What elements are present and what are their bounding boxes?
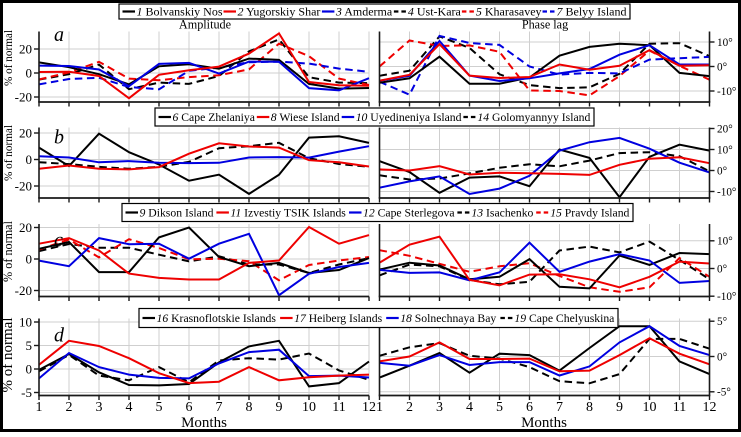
svg-text:0°: 0° xyxy=(717,263,727,275)
svg-text:2 Yugorskiy Shar: 2 Yugorskiy Shar xyxy=(238,5,321,19)
svg-text:6: 6 xyxy=(186,400,193,415)
svg-text:1 Bolvanskiy Nos: 1 Bolvanskiy Nos xyxy=(137,5,223,19)
svg-text:6: 6 xyxy=(526,400,533,415)
svg-text:19 Cape Chelyuskina: 19 Cape Chelyuskina xyxy=(514,312,615,325)
svg-text:9: 9 xyxy=(616,400,623,415)
svg-text:d: d xyxy=(54,325,65,347)
svg-text:2: 2 xyxy=(406,400,413,415)
svg-text:% of normal: % of normal xyxy=(1,220,15,282)
svg-text:8 Wiese Island: 8 Wiese Island xyxy=(271,111,340,124)
svg-text:-10°: -10° xyxy=(717,86,736,98)
svg-text:6 Cape Zhelaniya: 6 Cape Zhelaniya xyxy=(173,111,256,124)
svg-text:11 Izvestiy TSIK Islands: 11 Izvestiy TSIK Islands xyxy=(230,207,346,220)
svg-text:1: 1 xyxy=(376,400,383,415)
svg-text:5: 5 xyxy=(156,400,163,415)
svg-text:10: 10 xyxy=(302,400,316,415)
svg-text:5°: 5° xyxy=(717,316,727,328)
svg-text:-20: -20 xyxy=(15,283,32,298)
svg-text:-5: -5 xyxy=(21,385,32,400)
svg-text:0: 0 xyxy=(26,152,33,167)
svg-text:15 Pravdy Island: 15 Pravdy Island xyxy=(550,207,629,220)
svg-text:Months: Months xyxy=(181,415,227,431)
svg-text:-20: -20 xyxy=(15,89,32,104)
svg-text:Phase lag: Phase lag xyxy=(522,18,568,32)
svg-text:17 Heiberg Islands: 17 Heiberg Islands xyxy=(294,312,383,325)
svg-text:11: 11 xyxy=(332,400,345,415)
svg-text:5: 5 xyxy=(26,338,33,353)
svg-text:20°: 20° xyxy=(717,123,733,135)
svg-text:0°: 0° xyxy=(717,351,727,363)
svg-text:-10°: -10° xyxy=(717,186,736,198)
svg-text:0°: 0° xyxy=(717,61,727,73)
svg-text:5: 5 xyxy=(496,400,503,415)
svg-text:Amplitude: Amplitude xyxy=(179,18,231,32)
svg-text:-5°: -5° xyxy=(717,387,731,399)
svg-text:% of normal: % of normal xyxy=(0,318,16,393)
svg-text:a: a xyxy=(54,24,64,46)
svg-text:10: 10 xyxy=(19,314,32,329)
svg-text:4: 4 xyxy=(466,400,473,415)
svg-text:20: 20 xyxy=(19,125,32,140)
svg-text:% of normal: % of normal xyxy=(3,30,15,86)
svg-text:18 Solnechnaya Bay: 18 Solnechnaya Bay xyxy=(400,312,496,325)
svg-text:c: c xyxy=(54,230,63,252)
svg-text:8: 8 xyxy=(586,400,593,415)
svg-text:3: 3 xyxy=(96,400,103,415)
svg-text:12: 12 xyxy=(362,400,376,415)
svg-text:7 Belyy Island: 7 Belyy Island xyxy=(557,5,627,19)
svg-text:0: 0 xyxy=(26,65,33,80)
svg-text:1: 1 xyxy=(36,400,43,415)
svg-text:3: 3 xyxy=(436,400,443,415)
svg-text:0: 0 xyxy=(26,251,33,266)
svg-text:4 Ust-Kara: 4 Ust-Kara xyxy=(408,5,462,19)
svg-text:7: 7 xyxy=(216,400,223,415)
svg-text:10°: 10° xyxy=(717,236,733,248)
svg-text:20: 20 xyxy=(19,220,32,235)
svg-text:20: 20 xyxy=(19,41,32,56)
svg-text:13 Isachenko: 13 Isachenko xyxy=(471,207,533,220)
svg-text:16 Krasnoflotskie Islands: 16 Krasnoflotskie Islands xyxy=(157,312,277,325)
svg-text:8: 8 xyxy=(246,400,253,415)
svg-text:0: 0 xyxy=(26,361,33,376)
svg-text:2: 2 xyxy=(66,400,73,415)
svg-text:12: 12 xyxy=(703,400,717,415)
svg-text:5 Kharasavey: 5 Kharasavey xyxy=(476,5,542,19)
svg-text:9 Dikson Island: 9 Dikson Island xyxy=(140,207,214,220)
svg-text:Months: Months xyxy=(521,415,567,431)
svg-text:3 Amderma: 3 Amderma xyxy=(335,5,393,19)
svg-text:10 Uyedineniya Island: 10 Uyedineniya Island xyxy=(356,111,462,124)
svg-text:14 Golomyannyy Island: 14 Golomyannyy Island xyxy=(477,111,590,124)
svg-text:-10°: -10° xyxy=(717,291,736,303)
svg-text:12 Cape Sterlegova: 12 Cape Sterlegova xyxy=(363,207,455,220)
svg-text:7: 7 xyxy=(556,400,563,415)
svg-text:b: b xyxy=(54,127,64,149)
svg-text:0°: 0° xyxy=(717,165,727,177)
svg-text:-20: -20 xyxy=(15,178,32,193)
svg-text:% of normal: % of normal xyxy=(3,125,15,181)
svg-text:10°: 10° xyxy=(717,37,733,49)
svg-text:10°: 10° xyxy=(717,144,733,156)
svg-text:10: 10 xyxy=(643,400,657,415)
svg-text:11: 11 xyxy=(673,400,686,415)
svg-text:9: 9 xyxy=(276,400,283,415)
svg-text:4: 4 xyxy=(126,400,133,415)
